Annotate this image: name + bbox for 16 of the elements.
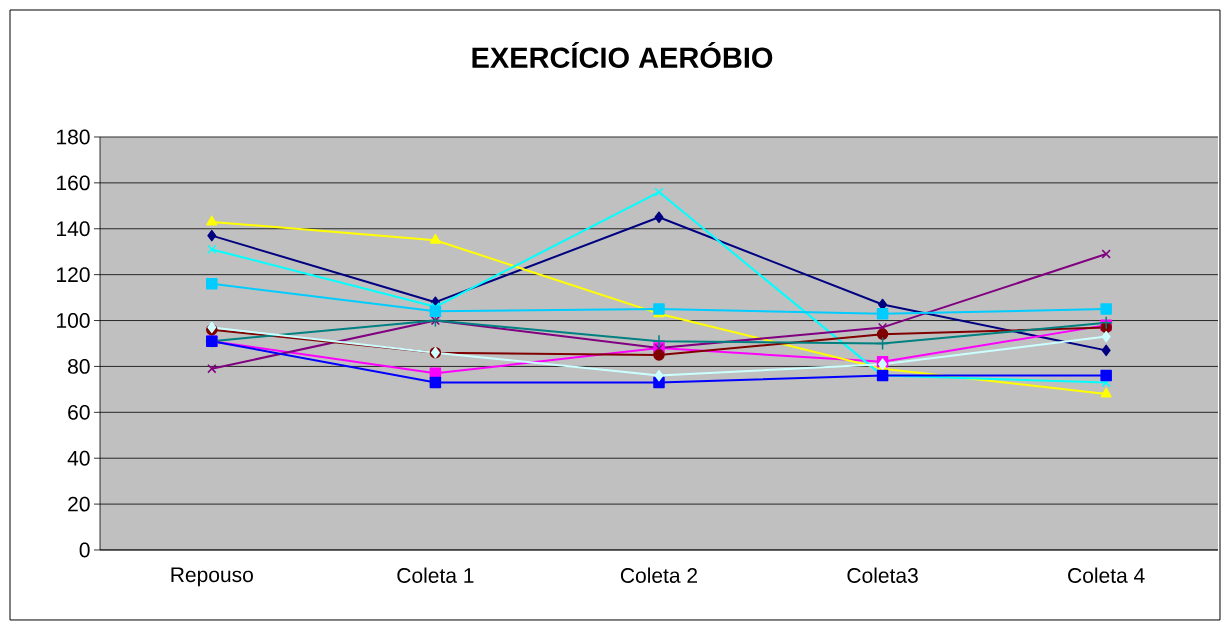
y-tick-label: 180 xyxy=(57,129,90,145)
x-tick-label: Repouso xyxy=(171,567,253,587)
y-tick-label: 100 xyxy=(57,313,90,328)
y-tick-label: 20 xyxy=(68,496,90,512)
chart-title: EXERCÍCIO AERÓBIO xyxy=(472,41,773,68)
y-tick-label: 40 xyxy=(67,450,90,466)
x-tick-label: Coleta 4 xyxy=(1068,567,1145,583)
x-tick-label: Coleta3 xyxy=(847,567,918,583)
y-tick-label: 0 xyxy=(79,542,90,558)
y-tick-label: 60 xyxy=(68,404,90,420)
x-tick-label: Coleta 2 xyxy=(620,567,698,583)
x-tick-label: Coleta 1 xyxy=(397,567,474,583)
y-tick-label: 120 xyxy=(57,267,90,283)
y-tick-label: 80 xyxy=(68,359,90,374)
y-tick-label: 140 xyxy=(57,221,90,237)
y-tick-label: 160 xyxy=(57,175,90,191)
